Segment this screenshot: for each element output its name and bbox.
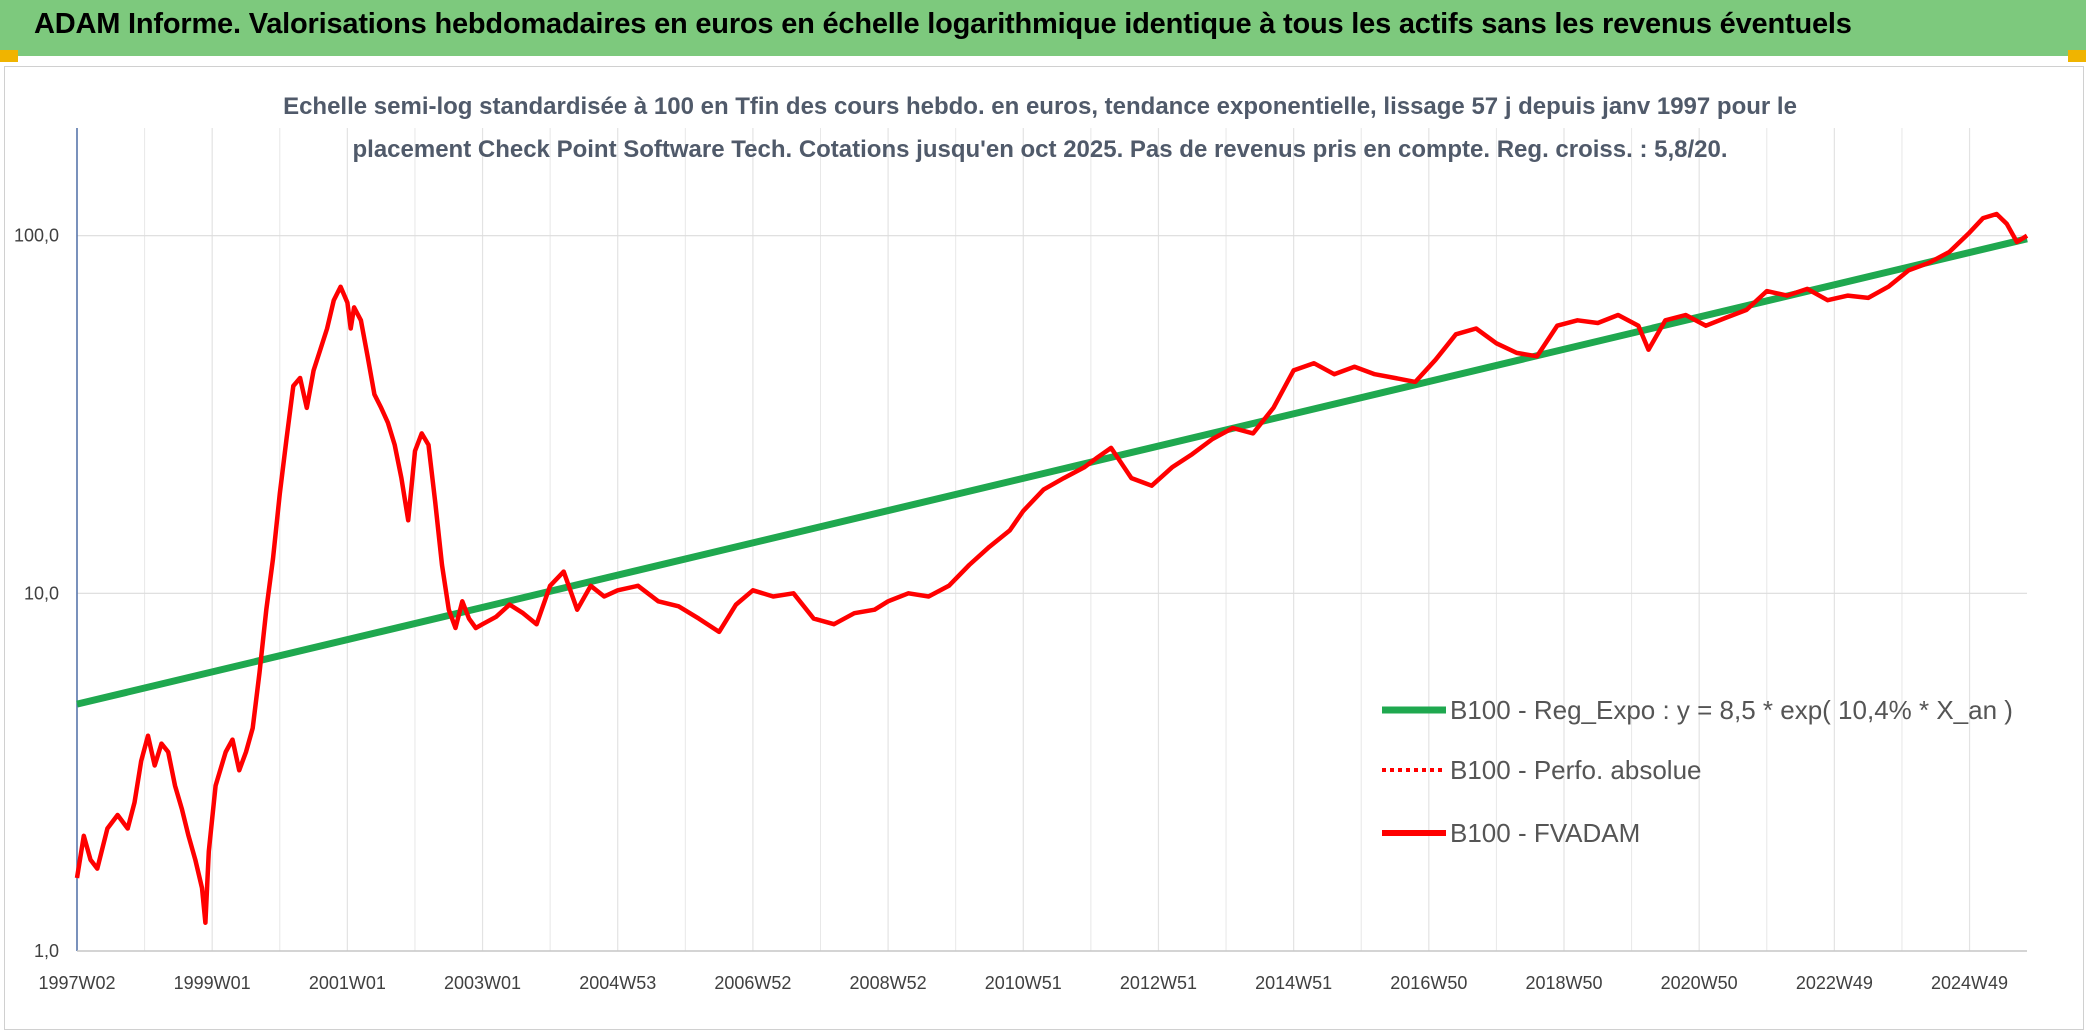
x-tick-label: 2018W50 bbox=[1525, 973, 1602, 993]
x-tick-label: 2016W50 bbox=[1390, 973, 1467, 993]
x-tick-label: 1997W02 bbox=[38, 973, 115, 993]
x-tick-label: 2003W01 bbox=[444, 973, 521, 993]
x-tick-label: 2006W52 bbox=[714, 973, 791, 993]
legend: B100 - Reg_Expo : y = 8,5 * exp( 10,4% *… bbox=[1382, 695, 2013, 848]
legend-label-fvadam: B100 - FVADAM bbox=[1450, 818, 1640, 848]
x-tick-label: 1999W01 bbox=[174, 973, 251, 993]
x-tick-label: 2022W49 bbox=[1796, 973, 1873, 993]
x-tick-label: 2014W51 bbox=[1255, 973, 1332, 993]
chart-series bbox=[74, 211, 2029, 925]
y-tick-label: 10,0 bbox=[24, 583, 59, 603]
y-tick-labels: 1,0 10,0 100,0 bbox=[14, 226, 59, 961]
x-tick-label: 2024W49 bbox=[1931, 973, 2008, 993]
legend-label-perfo: B100 - Perfo. absolue bbox=[1450, 755, 1702, 785]
header-band: ADAM Informe. Valorisations hebdomadaire… bbox=[0, 0, 2086, 56]
x-tick-label: 2001W01 bbox=[309, 973, 386, 993]
x-tick-label: 2010W51 bbox=[985, 973, 1062, 993]
corner-marker bbox=[0, 50, 18, 62]
x-tick-label: 2020W50 bbox=[1661, 973, 1738, 993]
trend-line bbox=[76, 235, 2028, 708]
x-tick-label: 2012W51 bbox=[1120, 973, 1197, 993]
chart-title-line-1: Echelle semi-log standardisée à 100 en T… bbox=[283, 93, 1797, 120]
page-title: ADAM Informe. Valorisations hebdomadaire… bbox=[34, 8, 1852, 40]
x-tick-label: 2004W53 bbox=[579, 973, 656, 993]
y-tick-label: 100,0 bbox=[14, 226, 59, 246]
y-tick-label: 1,0 bbox=[34, 941, 59, 961]
chart-title-line-2: placement Check Point Software Tech. Cot… bbox=[352, 136, 1727, 163]
fvadam-line bbox=[74, 211, 2029, 925]
chart-grid bbox=[76, 128, 2027, 952]
x-tick-labels: 1997W02 1999W01 2001W01 2003W01 2004W53 2006W… bbox=[38, 973, 2008, 993]
legend-label-trend: B100 - Reg_Expo : y = 8,5 * exp( 10,4% *… bbox=[1450, 695, 2013, 725]
x-tick-label: 2008W52 bbox=[850, 973, 927, 993]
chart-frame bbox=[4, 66, 2084, 1030]
corner-marker bbox=[2068, 50, 2086, 62]
